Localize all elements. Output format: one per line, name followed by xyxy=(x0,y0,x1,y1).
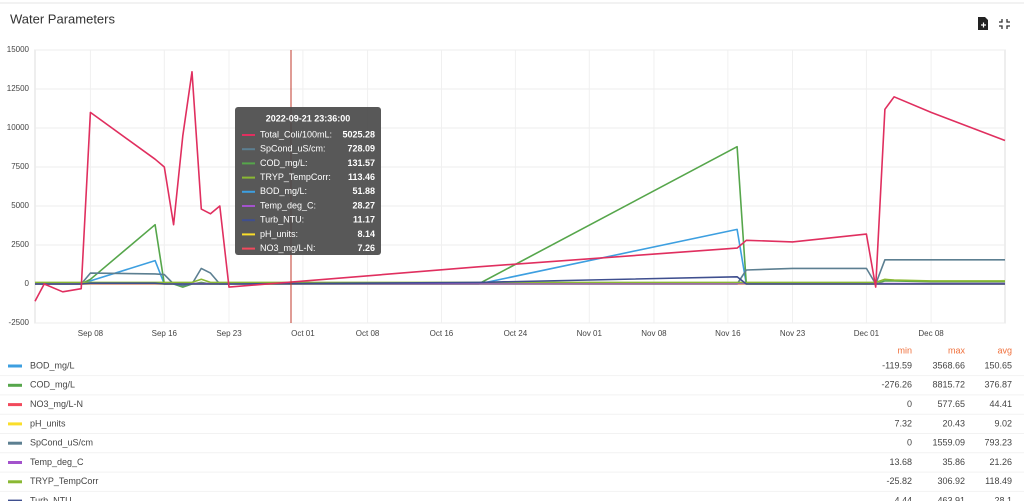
legend-avg: 376.87 xyxy=(984,380,1012,390)
legend-avg: 21.26 xyxy=(989,457,1012,467)
legend-max: 463.91 xyxy=(937,495,965,501)
tooltip-value: 5025.28 xyxy=(342,129,375,139)
legend-max: 306.92 xyxy=(937,476,965,486)
legend-header: avg xyxy=(997,345,1012,355)
chart-title: Water Parameters xyxy=(10,11,115,26)
tooltip-value: 113.46 xyxy=(348,172,375,182)
tooltip-label: NO3_mg/L-N: xyxy=(260,243,316,253)
legend-name[interactable]: NO3_mg/L-N xyxy=(30,399,83,409)
y-tick-label: 7500 xyxy=(11,162,29,171)
tooltip-label: Total_Coli/100mL: xyxy=(260,129,332,139)
legend-avg: 44.41 xyxy=(989,399,1012,409)
tooltip-title: 2022-09-21 23:36:00 xyxy=(266,113,351,123)
x-tick-label: Nov 23 xyxy=(780,329,806,338)
y-tick-label: 12500 xyxy=(7,84,30,93)
collapse-icon[interactable] xyxy=(999,19,1010,29)
tooltip-value: 28.27 xyxy=(352,200,375,210)
legend-header: max xyxy=(948,345,966,355)
x-tick-label: Nov 01 xyxy=(577,329,603,338)
x-tick-label: Oct 08 xyxy=(356,329,380,338)
legend-max: 3568.66 xyxy=(932,360,965,370)
tooltip-label: pH_units: xyxy=(260,229,298,239)
y-tick-label: 10000 xyxy=(7,123,30,132)
legend-max: 20.43 xyxy=(942,418,965,428)
tooltip-label: COD_mg/L: xyxy=(260,158,308,168)
x-tick-label: Sep 16 xyxy=(152,329,178,338)
tooltip-value: 11.17 xyxy=(353,215,375,225)
legend-avg: 28.1 xyxy=(994,495,1012,501)
legend-header: min xyxy=(897,345,912,355)
series-line xyxy=(35,278,1005,284)
legend-name[interactable]: Temp_deg_C xyxy=(30,457,84,467)
legend-avg: 118.49 xyxy=(985,476,1012,486)
y-tick-label: 15000 xyxy=(7,45,30,54)
tooltip-label: TRYP_TempCorr: xyxy=(260,172,331,182)
legend-min: 7.32 xyxy=(894,418,912,428)
legend-name[interactable]: COD_mg/L xyxy=(30,380,75,390)
x-tick-label: Nov 16 xyxy=(715,329,741,338)
legend-max: 577.65 xyxy=(937,399,965,409)
tooltip-label: SpCond_uS/cm: xyxy=(260,144,326,154)
y-tick-label: -2500 xyxy=(9,318,30,327)
legend-min: 13.68 xyxy=(889,457,912,467)
legend-min: 0 xyxy=(907,438,912,448)
x-tick-label: Oct 16 xyxy=(430,329,454,338)
legend-max: 1559.09 xyxy=(932,438,965,448)
legend-name[interactable]: BOD_mg/L xyxy=(30,360,75,370)
legend-min: 4.44 xyxy=(894,495,912,501)
tooltip-value: 51.88 xyxy=(352,186,375,196)
x-tick-label: Nov 08 xyxy=(641,329,667,338)
tooltip-value: 728.09 xyxy=(347,144,375,154)
x-tick-label: Sep 08 xyxy=(78,329,104,338)
series-line xyxy=(35,258,1005,287)
tooltip-value: 7.26 xyxy=(357,243,375,253)
legend-avg: 793.23 xyxy=(984,438,1012,448)
series-line xyxy=(35,145,1005,288)
legend-avg: 9.02 xyxy=(994,418,1012,428)
legend-max: 35.86 xyxy=(942,457,965,467)
legend-min: 0 xyxy=(907,399,912,409)
series-line xyxy=(34,71,1006,302)
legend-min: -276.26 xyxy=(881,380,912,390)
legend-name[interactable]: SpCond_uS/cm xyxy=(30,438,93,448)
tooltip-label: Temp_deg_C: xyxy=(260,200,316,210)
x-tick-label: Oct 01 xyxy=(291,329,315,338)
legend-name[interactable]: TRYP_TempCorr xyxy=(30,476,98,486)
x-tick-label: Oct 24 xyxy=(504,329,528,338)
series-line xyxy=(35,275,1005,285)
tooltip-label: BOD_mg/L: xyxy=(260,186,307,196)
x-tick-label: Dec 01 xyxy=(854,329,880,338)
tooltip-value: 131.57 xyxy=(347,158,375,168)
legend-min: -119.59 xyxy=(882,360,912,370)
legend-name[interactable]: Turb_NTU xyxy=(30,495,72,501)
tooltip-value: 8.14 xyxy=(357,229,375,239)
legend-min: -25.82 xyxy=(886,476,912,486)
legend-name[interactable]: pH_units xyxy=(30,418,66,428)
series-line xyxy=(35,228,1005,285)
legend-max: 8815.72 xyxy=(932,380,965,390)
tooltip-box xyxy=(235,107,381,255)
x-tick-label: Sep 23 xyxy=(216,329,242,338)
y-tick-label: 0 xyxy=(25,279,30,288)
export-icon[interactable] xyxy=(978,17,988,30)
y-tick-label: 5000 xyxy=(11,201,29,210)
tooltip-label: Turb_NTU: xyxy=(260,215,304,225)
x-tick-label: Dec 08 xyxy=(918,329,944,338)
legend-avg: 150.65 xyxy=(984,360,1012,370)
y-tick-label: 2500 xyxy=(11,240,29,249)
